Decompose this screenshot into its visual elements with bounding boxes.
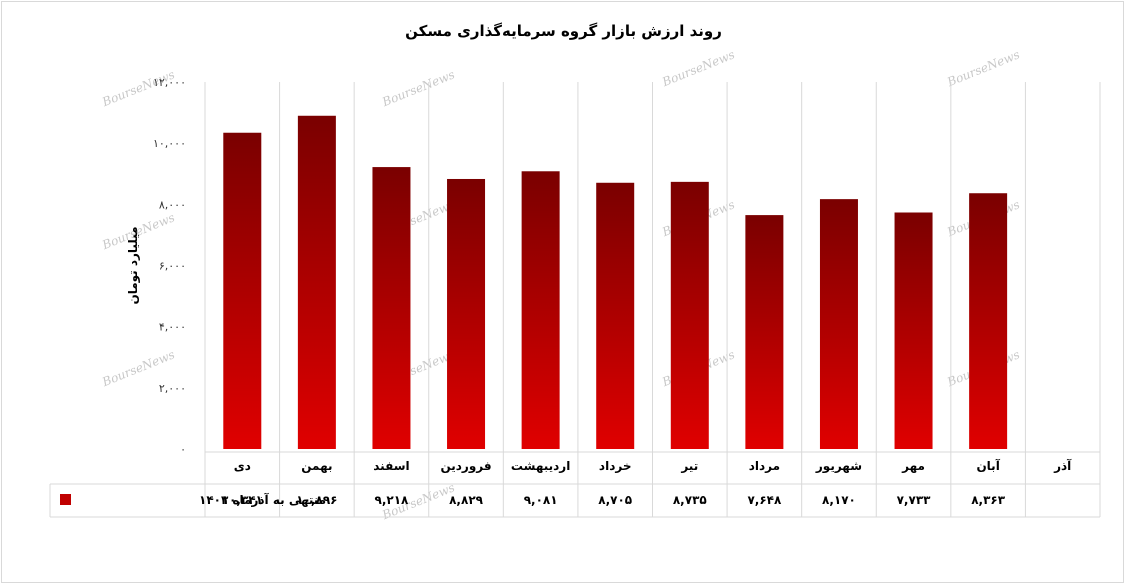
data-table-value: ۸,۸۲۹ — [449, 493, 484, 507]
bar — [297, 115, 336, 449]
category-label: آذر — [1053, 458, 1072, 473]
watermark-text: BourseNews — [659, 47, 736, 89]
y-tick-label: ۲,۰۰۰ — [159, 382, 186, 395]
category-label: اردیبهشت — [511, 459, 570, 473]
bar — [670, 181, 709, 449]
data-table-value: ۷,۶۴۸ — [747, 493, 782, 507]
category-label: مرداد — [749, 459, 780, 473]
chart-title: روند ارزش بازار گروه سرمایه‌گذاری مسکن — [405, 22, 722, 40]
bar — [745, 215, 784, 449]
watermark-text: BourseNews — [944, 47, 1021, 89]
bar — [819, 199, 858, 449]
category-label: فروردین — [440, 459, 491, 474]
y-axis-label: میلیارد تومان — [126, 226, 141, 304]
category-label: بهمن — [301, 459, 332, 473]
legend-swatch — [60, 494, 71, 505]
y-tick-label: ۱۲,۰۰۰ — [153, 76, 186, 89]
category-label: تیر — [680, 459, 698, 473]
data-table-value: ۸,۷۰۵ — [598, 493, 632, 507]
category-label: شهریور — [815, 459, 862, 474]
legend-label: منتهی به آذرماه ۱۴۰۳ — [199, 492, 326, 507]
data-table-value: ۸,۷۳۵ — [673, 493, 707, 507]
category-label: دی — [234, 459, 251, 473]
y-tick-label: ۸,۰۰۰ — [159, 198, 186, 211]
category-label: آبان — [976, 458, 1000, 473]
y-tick-label: ۴,۰۰۰ — [159, 321, 186, 334]
category-label: اسفند — [373, 459, 409, 473]
bar — [447, 178, 486, 450]
bar — [969, 193, 1008, 449]
data-table-value: ۹,۰۸۱ — [524, 493, 558, 507]
data-table-value: ۱۰,۸۹۶ — [296, 493, 337, 507]
bar — [372, 167, 411, 450]
watermark-text: BourseNews — [379, 67, 456, 109]
y-tick-label: ۶,۰۰۰ — [159, 260, 186, 273]
bar — [223, 132, 262, 450]
data-table-value: ۸,۳۶۳ — [971, 493, 1006, 507]
data-table-value: ۱۰,۳۴۱ — [222, 493, 263, 507]
data-table-value: ۹,۲۱۸ — [375, 493, 410, 507]
bar — [521, 171, 560, 449]
bar — [596, 182, 635, 449]
category-label: خرداد — [599, 459, 632, 473]
bar — [894, 212, 933, 449]
y-tick-label: ۱۰,۰۰۰ — [153, 137, 186, 150]
y-tick-label: ۰ — [180, 443, 186, 456]
category-label: مهر — [901, 459, 925, 473]
data-table-value: ۷,۷۳۳ — [897, 493, 932, 507]
data-table-value: ۸,۱۷۰ — [822, 493, 856, 507]
